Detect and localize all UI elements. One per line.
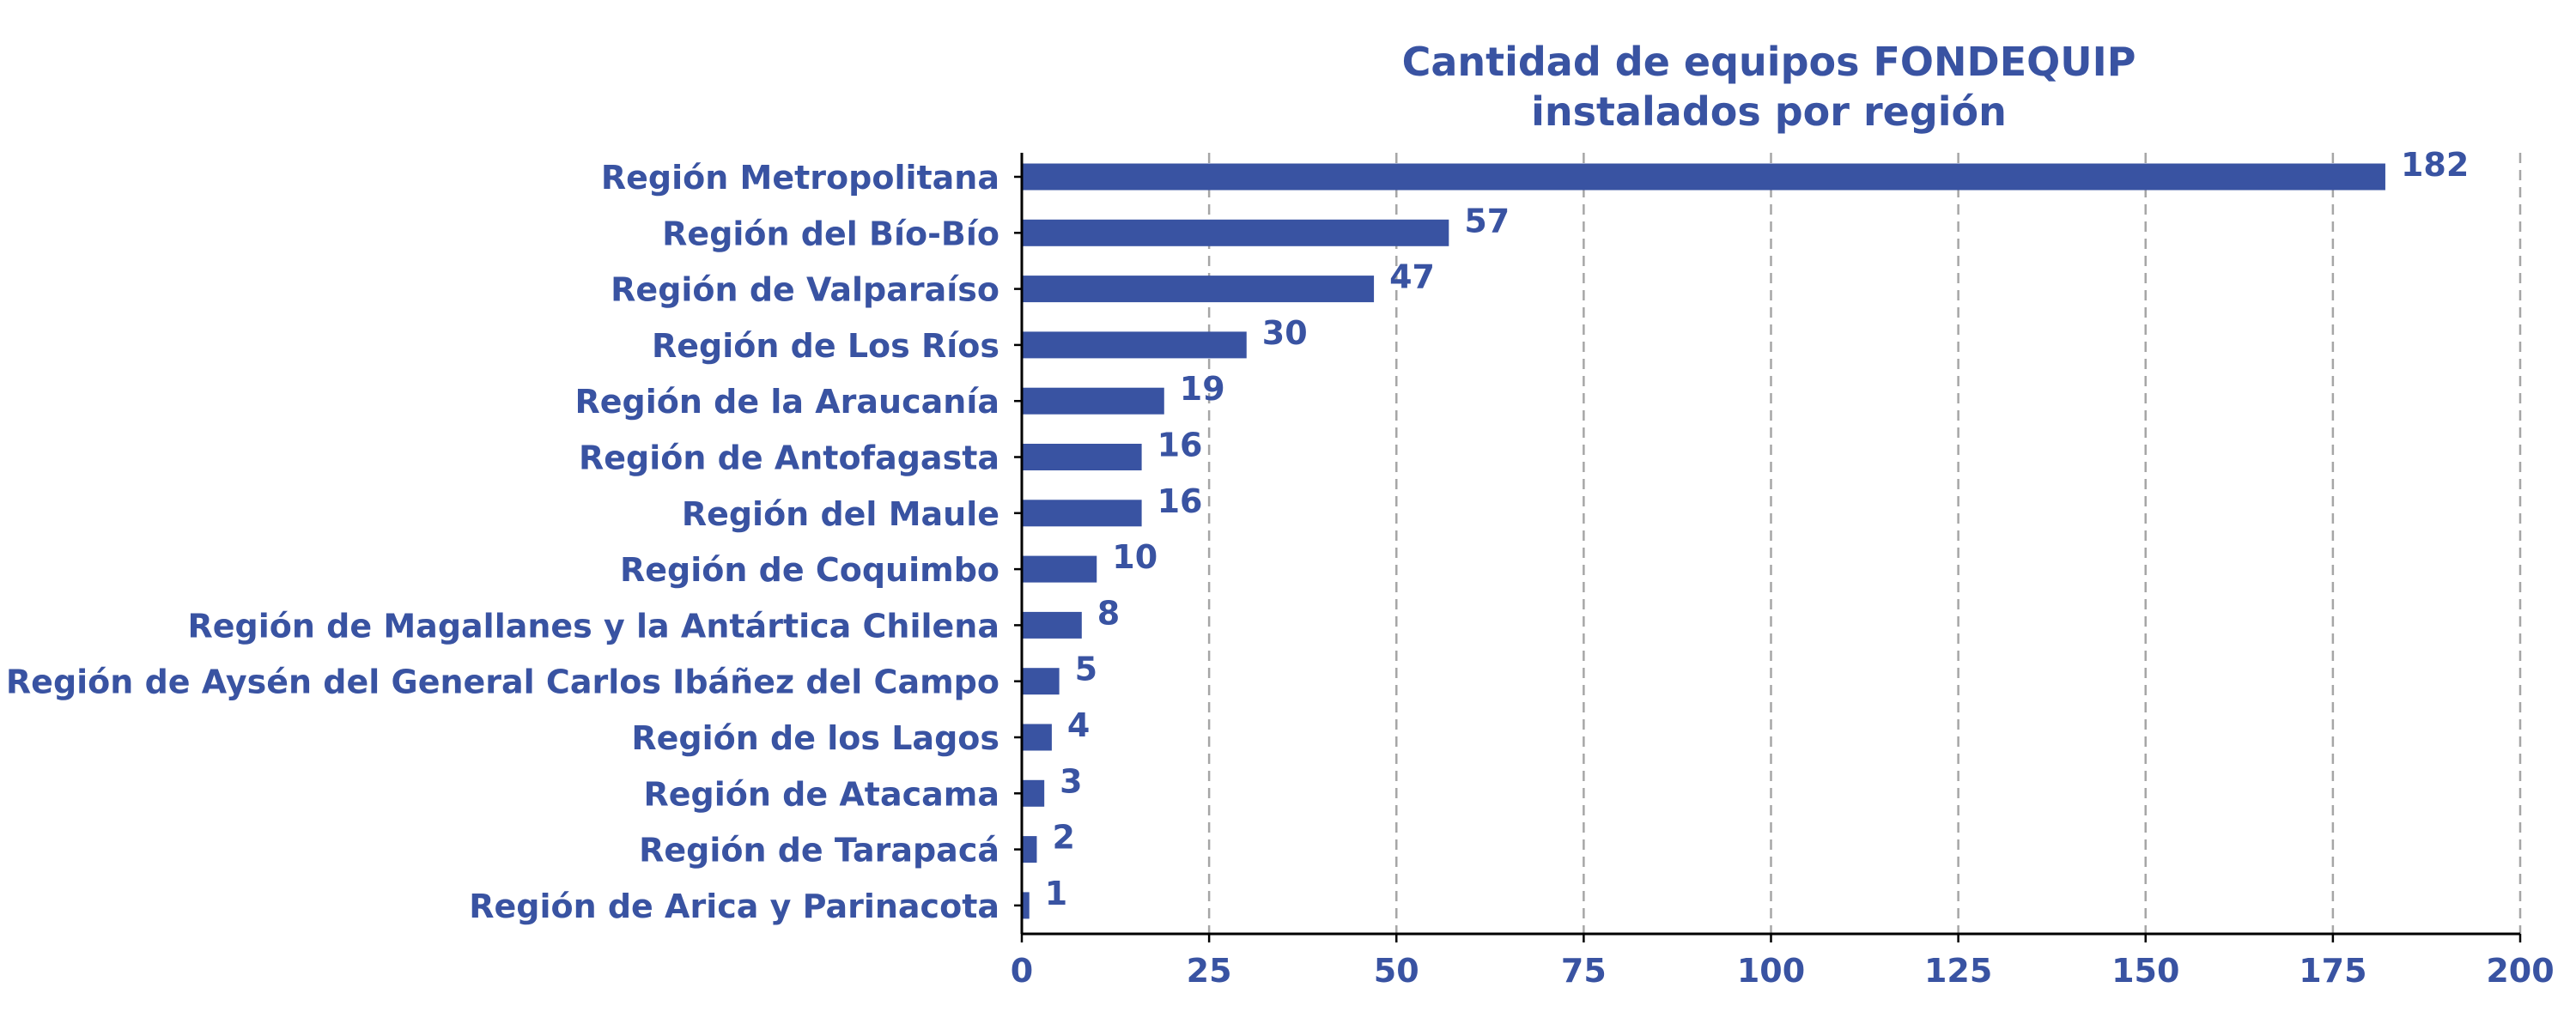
data-label: 8 bbox=[1097, 594, 1120, 632]
x-tick-label: 0 bbox=[1011, 952, 1033, 990]
x-tick-label: 125 bbox=[1924, 952, 1992, 990]
category-label: Región del Maule bbox=[682, 495, 999, 533]
data-label: 47 bbox=[1389, 258, 1435, 296]
category-label: Región de Coquimbo bbox=[620, 551, 999, 589]
chart-title-line-2: instalados por región bbox=[1531, 88, 2007, 135]
x-tick-label: 200 bbox=[2486, 952, 2554, 990]
data-label: 3 bbox=[1060, 762, 1082, 800]
category-label: Región de Antofagasta bbox=[579, 439, 999, 477]
x-tick-label: 25 bbox=[1187, 952, 1232, 990]
bar-14 bbox=[1022, 892, 1030, 919]
x-tick-label: 50 bbox=[1374, 952, 1419, 990]
category-label: Región de Tarapacá bbox=[639, 832, 999, 869]
bar-8 bbox=[1022, 555, 1097, 583]
data-label: 16 bbox=[1157, 482, 1203, 520]
category-label: Región del Bío-Bío bbox=[662, 215, 999, 252]
data-label: 5 bbox=[1075, 651, 1097, 688]
category-label: Región de los Lagos bbox=[631, 719, 999, 757]
bar-3 bbox=[1022, 276, 1375, 303]
bar-6 bbox=[1022, 444, 1142, 470]
category-label: Región de Aysén del General Carlos Ibáñe… bbox=[6, 663, 999, 701]
bar-7 bbox=[1022, 500, 1142, 527]
category-label: Región Metropolitana bbox=[601, 159, 999, 197]
bar-1 bbox=[1022, 163, 2385, 191]
bar-11 bbox=[1022, 724, 1052, 751]
chart-title: Cantidad de equipos FONDEQUIP instalados… bbox=[1402, 39, 2136, 135]
category-label: Región de Magallanes y la Antártica Chil… bbox=[188, 607, 999, 645]
bar-10 bbox=[1022, 668, 1060, 695]
bar-5 bbox=[1022, 387, 1164, 415]
data-label: 30 bbox=[1262, 314, 1308, 352]
category-label: Región de Arica y Parinacota bbox=[469, 888, 999, 925]
x-tick-label: 150 bbox=[2111, 952, 2179, 990]
x-tick-label: 175 bbox=[2299, 952, 2366, 990]
category-label: Región de Valparaíso bbox=[611, 271, 999, 309]
axes bbox=[1014, 153, 2522, 942]
data-label: 1 bbox=[1045, 875, 1067, 912]
x-tick-label: 75 bbox=[1561, 952, 1607, 990]
bar-12 bbox=[1022, 779, 1045, 807]
data-label: 16 bbox=[1157, 427, 1203, 464]
x-tick-label: 100 bbox=[1737, 952, 1805, 990]
bar-4 bbox=[1022, 331, 1247, 359]
category-label: Región de Atacama bbox=[644, 775, 999, 813]
bars bbox=[1022, 163, 2385, 919]
category-label: Región de Los Ríos bbox=[652, 327, 999, 365]
data-label: 2 bbox=[1052, 819, 1074, 857]
data-label: 182 bbox=[2401, 146, 2469, 184]
bar-2 bbox=[1022, 219, 1449, 246]
chart-title-line-1: Cantidad de equipos FONDEQUIP bbox=[1402, 39, 2136, 85]
data-label: 19 bbox=[1180, 370, 1225, 408]
bar-9 bbox=[1022, 611, 1082, 639]
category-label: Región de la Araucanía bbox=[575, 383, 999, 421]
data-label: 10 bbox=[1112, 538, 1157, 576]
data-label: 57 bbox=[1464, 202, 1510, 239]
data-label: 4 bbox=[1067, 706, 1090, 744]
bar-13 bbox=[1022, 836, 1037, 863]
